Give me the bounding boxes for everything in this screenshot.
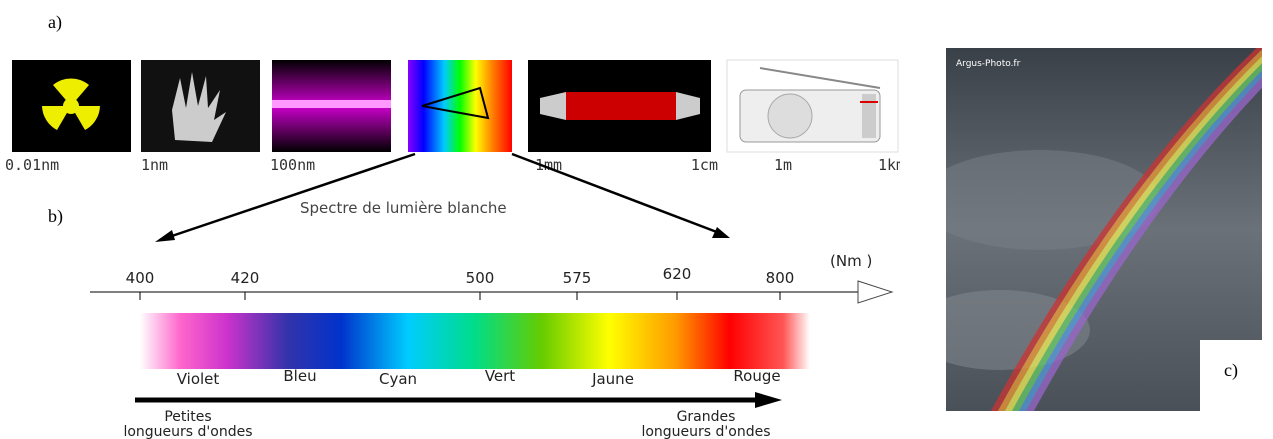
wavelength-label: 620 (663, 265, 692, 283)
wavelength-label: 400 (126, 269, 155, 287)
wavelength-label: 500 (466, 269, 495, 287)
arrow (511, 152, 723, 236)
note: longueurs d'ondes (123, 424, 252, 439)
wavelength-label: 575 (563, 269, 592, 287)
color-name: Bleu (283, 367, 316, 385)
panel-label: b) (48, 206, 63, 227)
rainbow-photo: Argus-Photo.fr (946, 48, 1262, 411)
panel-label: a) (48, 12, 62, 33)
icons (12, 59, 899, 153)
scale-label: 1cm (691, 156, 718, 174)
scale-label: 100nm (270, 156, 315, 174)
color-name: Rouge (733, 367, 780, 385)
scale-label: 1nm (141, 156, 168, 174)
watermark: Argus-Photo.fr (956, 59, 1021, 69)
color-name: Vert (485, 367, 515, 385)
color-name: Cyan (379, 370, 417, 388)
wavelength-label: 420 (231, 269, 260, 287)
wavelength-ticks: 400 420 500 575 620 800 (126, 265, 795, 300)
scale-label: 1km (878, 156, 905, 174)
note: longueurs d'ondes (641, 424, 770, 439)
axis-arrow (857, 280, 894, 304)
scale-label: 1m (774, 156, 792, 174)
wavelength-label: 800 (766, 269, 795, 287)
arrow-head (155, 230, 175, 242)
color-names: Violet Bleu Cyan Vert Jaune Rouge (177, 367, 781, 388)
unit: (Nm ) (830, 252, 872, 270)
scale-label: 0.01nm (5, 156, 59, 174)
scale-labels: 0.01nm 1nm 100nm 1mm 1cm 1m 1km (5, 156, 905, 174)
panel-label: c) (1224, 360, 1238, 381)
arrow (159, 152, 416, 242)
color-name: Violet (177, 370, 220, 388)
spectrum (140, 313, 810, 369)
note: Petites (164, 409, 211, 425)
color-name: Jaune (591, 370, 634, 388)
note: Grandes (677, 409, 736, 425)
arrow-head (712, 227, 730, 238)
arrow-head (755, 392, 782, 408)
spectrum-title: Spectre de lumière blanche (300, 199, 507, 217)
